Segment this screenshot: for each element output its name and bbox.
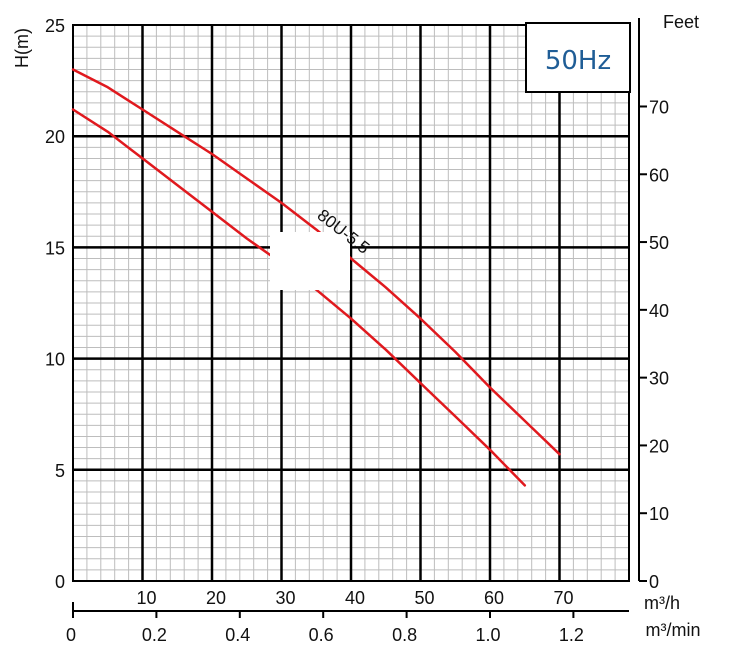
x-primary-tick-label: 70 bbox=[553, 588, 573, 608]
x-primary-unit-label: m³/h bbox=[644, 593, 680, 613]
y-left-tick-label: 15 bbox=[45, 238, 65, 258]
x-primary-tick-label: 60 bbox=[484, 588, 504, 608]
y-left-tick-label: 10 bbox=[45, 350, 65, 370]
y-right-tick-label: 60 bbox=[649, 165, 669, 185]
x-secondary-tick-label: 0.2 bbox=[142, 625, 167, 645]
x-secondary-tick-label: 0.8 bbox=[392, 625, 417, 645]
y-right-axis-label: Feet bbox=[663, 12, 699, 32]
y-left-tick-label: 0 bbox=[55, 572, 65, 592]
y-left-axis-label: H(m) bbox=[12, 28, 32, 68]
curve-label-mask bbox=[270, 232, 350, 290]
x-primary-tick-label: 30 bbox=[275, 588, 295, 608]
x-secondary-tick-label: 0 bbox=[66, 625, 76, 645]
series-line-2 bbox=[71, 108, 527, 487]
x-secondary-tick-label: 1.2 bbox=[559, 625, 584, 645]
right-axis bbox=[638, 18, 647, 582]
y-left-tick-label: 5 bbox=[55, 461, 65, 481]
series-line-1 bbox=[71, 68, 561, 456]
y-right-tick-label: 10 bbox=[649, 504, 669, 524]
y-left-tick-labels: 0 5 10 15 20 25 bbox=[45, 16, 65, 592]
y-left-tick-label: 20 bbox=[45, 127, 65, 147]
y-right-tick-label: 0 bbox=[649, 572, 659, 592]
x-primary-tick-label: 20 bbox=[206, 588, 226, 608]
x-primary-tick-label: 40 bbox=[345, 588, 365, 608]
plot-border bbox=[72, 24, 630, 582]
y-left-tick-label: 25 bbox=[45, 16, 65, 36]
frequency-badge-text: 50Hz bbox=[545, 46, 611, 76]
major-grid bbox=[73, 25, 629, 581]
y-right-tick-label: 40 bbox=[649, 301, 669, 321]
y-right-tick-label: 50 bbox=[649, 233, 669, 253]
y-right-tick-label: 70 bbox=[649, 97, 669, 117]
x-secondary-tick-labels: 0 0.2 0.4 0.6 0.8 1.0 1.2 bbox=[66, 625, 584, 645]
y-right-tick-labels: 0 10 20 30 40 50 60 70 bbox=[649, 97, 669, 592]
x-primary-tick-label: 50 bbox=[414, 588, 434, 608]
x-secondary-tick-label: 0.6 bbox=[309, 625, 334, 645]
y-right-tick-label: 30 bbox=[649, 369, 669, 389]
frequency-badge: 50Hz bbox=[525, 22, 631, 93]
x-primary-tick-label: 10 bbox=[136, 588, 156, 608]
x-secondary-tick-label: 0.4 bbox=[225, 625, 250, 645]
x-secondary-tick-label: 1.0 bbox=[475, 625, 500, 645]
y-right-tick-label: 20 bbox=[649, 436, 669, 456]
x-primary-tick-labels: 10 20 30 40 50 60 70 bbox=[136, 588, 573, 608]
x-secondary-unit-label: m³/min bbox=[646, 620, 701, 640]
secondary-x-axis bbox=[72, 602, 629, 618]
